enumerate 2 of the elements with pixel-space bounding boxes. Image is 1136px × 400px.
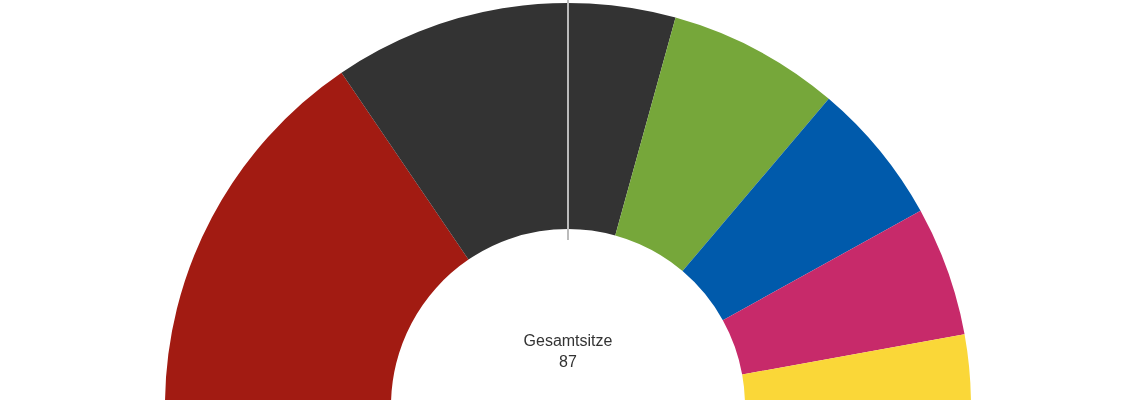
text: Gesamtsitze	[522, 331, 614, 351]
text: 87	[558, 352, 578, 372]
